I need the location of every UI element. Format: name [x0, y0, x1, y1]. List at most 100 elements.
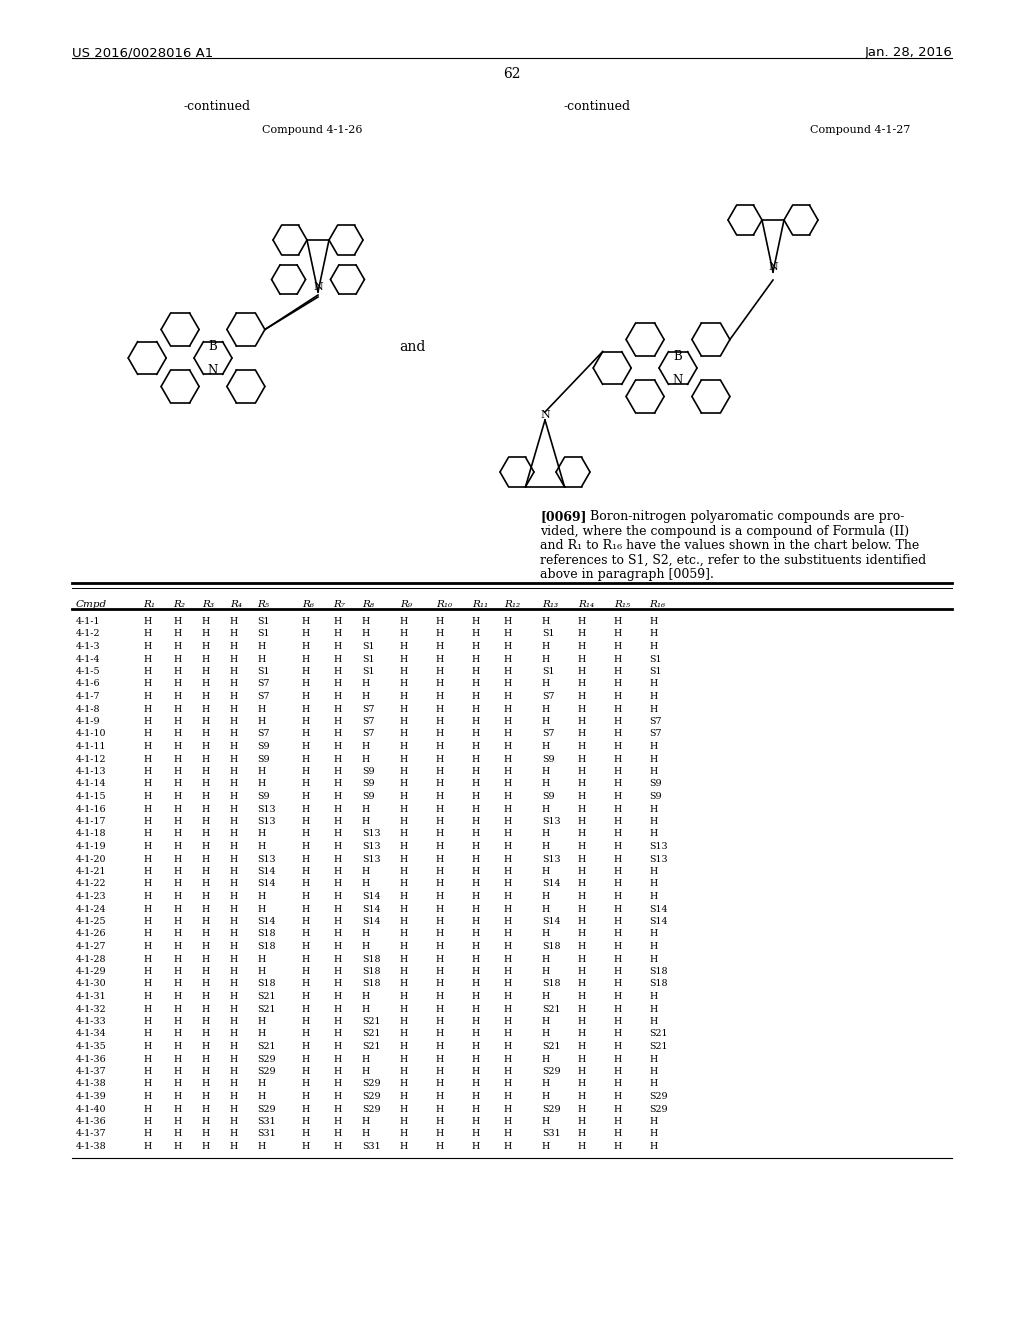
Text: H: H [143, 1142, 152, 1151]
Text: S9: S9 [362, 792, 375, 801]
Text: H: H [302, 904, 310, 913]
Text: 4-1-26: 4-1-26 [76, 929, 106, 939]
Text: H: H [436, 1016, 444, 1026]
Text: 4-1-23: 4-1-23 [76, 892, 106, 902]
Text: H: H [504, 979, 512, 989]
Text: H: H [202, 642, 210, 651]
Text: H: H [257, 1016, 265, 1026]
Text: H: H [614, 854, 623, 863]
Text: H: H [436, 1005, 444, 1014]
Text: H: H [302, 979, 310, 989]
Text: H: H [202, 680, 210, 689]
Text: H: H [472, 968, 480, 975]
Text: H: H [173, 767, 181, 776]
Text: H: H [333, 904, 341, 913]
Text: H: H [362, 1117, 371, 1126]
Text: 4-1-2: 4-1-2 [76, 630, 100, 639]
Text: H: H [504, 993, 512, 1001]
Text: H: H [436, 1142, 444, 1151]
Text: H: H [333, 692, 341, 701]
Text: H: H [542, 717, 550, 726]
Text: H: H [257, 1142, 265, 1151]
Text: H: H [173, 717, 181, 726]
Text: H: H [649, 867, 657, 876]
Text: H: H [472, 1005, 480, 1014]
Text: H: H [202, 755, 210, 763]
Text: Jan. 28, 2016: Jan. 28, 2016 [864, 46, 952, 59]
Text: H: H [472, 705, 480, 714]
Text: Compound 4-1-26: Compound 4-1-26 [262, 125, 362, 135]
Text: H: H [542, 642, 550, 651]
Text: H: H [578, 655, 587, 664]
Text: H: H [436, 1105, 444, 1114]
Text: H: H [472, 854, 480, 863]
Text: S18: S18 [362, 979, 381, 989]
Text: H: H [302, 817, 310, 826]
Text: S14: S14 [649, 917, 668, 927]
Text: H: H [143, 1105, 152, 1114]
Text: S1: S1 [362, 642, 375, 651]
Text: H: H [400, 929, 409, 939]
Text: H: H [173, 755, 181, 763]
Text: H: H [143, 692, 152, 701]
Text: H: H [173, 730, 181, 738]
Text: H: H [400, 854, 409, 863]
Text: H: H [143, 655, 152, 664]
Text: S7: S7 [257, 692, 269, 701]
Text: S9: S9 [649, 792, 662, 801]
Text: H: H [649, 1080, 657, 1089]
Text: H: H [578, 942, 587, 950]
Text: H: H [230, 968, 239, 975]
Text: R₁₄: R₁₄ [578, 601, 594, 609]
Text: H: H [578, 1055, 587, 1064]
Text: H: H [143, 917, 152, 927]
Text: H: H [472, 942, 480, 950]
Text: H: H [302, 1142, 310, 1151]
Text: H: H [173, 1092, 181, 1101]
Text: H: H [333, 705, 341, 714]
Text: H: H [202, 667, 210, 676]
Text: S9: S9 [257, 755, 269, 763]
Text: H: H [333, 792, 341, 801]
Text: H: H [230, 1092, 239, 1101]
Text: N: N [540, 411, 550, 420]
Text: H: H [504, 817, 512, 826]
Text: H: H [436, 1041, 444, 1051]
Text: S18: S18 [362, 954, 381, 964]
Text: H: H [436, 1055, 444, 1064]
Text: H: H [143, 792, 152, 801]
Text: H: H [614, 979, 623, 989]
Text: H: H [362, 879, 371, 888]
Text: H: H [649, 892, 657, 902]
Text: H: H [362, 867, 371, 876]
Text: R₄: R₄ [230, 601, 242, 609]
Text: H: H [504, 616, 512, 626]
Text: 4-1-6: 4-1-6 [76, 680, 100, 689]
Text: H: H [472, 1016, 480, 1026]
Text: H: H [202, 842, 210, 851]
Text: H: H [333, 1092, 341, 1101]
Text: H: H [472, 993, 480, 1001]
Text: H: H [362, 630, 371, 639]
Text: S1: S1 [542, 667, 555, 676]
Text: H: H [202, 879, 210, 888]
Text: S31: S31 [542, 1130, 560, 1138]
Text: H: H [302, 1092, 310, 1101]
Text: H: H [400, 1030, 409, 1039]
Text: S29: S29 [257, 1067, 275, 1076]
Text: H: H [302, 1016, 310, 1026]
Text: S21: S21 [362, 1030, 381, 1039]
Text: H: H [400, 616, 409, 626]
Text: H: H [472, 616, 480, 626]
Text: H: H [400, 692, 409, 701]
Text: H: H [472, 954, 480, 964]
Text: H: H [173, 829, 181, 838]
Text: S31: S31 [257, 1130, 275, 1138]
Text: H: H [504, 1080, 512, 1089]
Text: S29: S29 [362, 1092, 381, 1101]
Text: H: H [302, 1105, 310, 1114]
Text: H: H [504, 954, 512, 964]
Text: H: H [400, 1142, 409, 1151]
Text: 62: 62 [503, 67, 521, 81]
Text: H: H [230, 1041, 239, 1051]
